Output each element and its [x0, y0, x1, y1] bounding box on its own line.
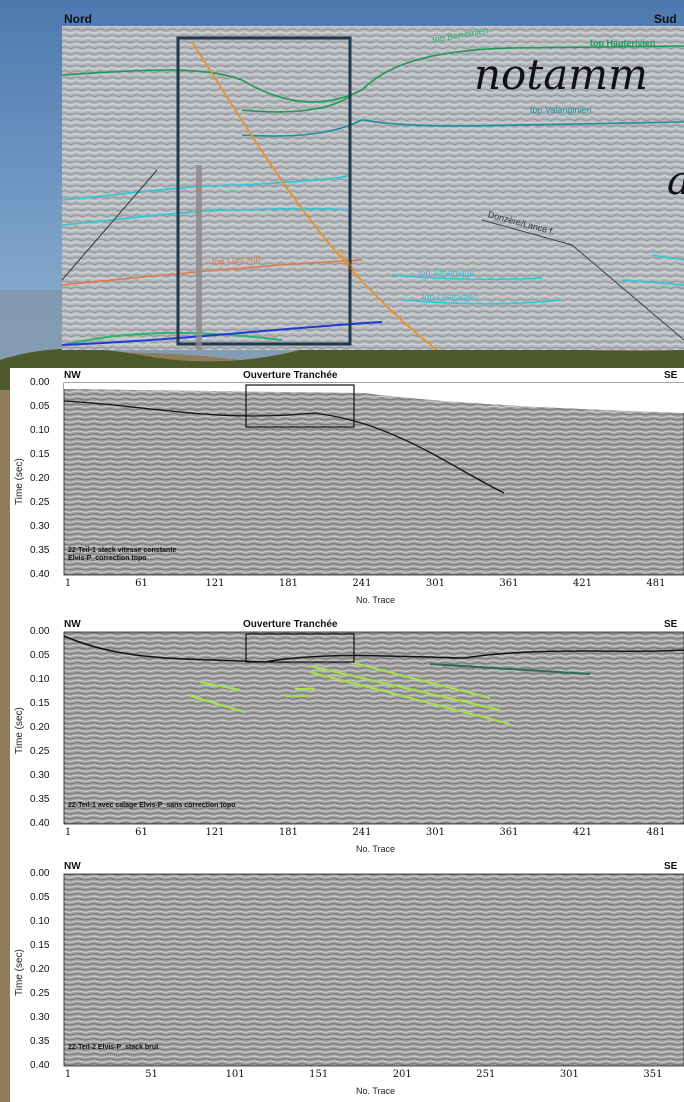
x-tick-label: 361: [499, 827, 519, 838]
x-tick-label: 1: [64, 578, 72, 589]
x-tick-label: 121: [205, 578, 225, 589]
x-tick-label: 481: [646, 578, 666, 589]
panel-caption: 22-Teil-1 avec calage Elvis-P_sans corre…: [68, 802, 236, 809]
y-tick-label: 0.10: [30, 916, 50, 927]
x-tick-label: 351: [643, 1069, 663, 1080]
overlay-text-1: notamm: [474, 50, 648, 99]
y-tick-label: 0.25: [30, 746, 50, 757]
x-tick-label: 201: [392, 1069, 412, 1080]
y-tick-label: 0.35: [30, 545, 50, 556]
trench-box: [245, 633, 355, 663]
x-tick-label: 1: [64, 827, 72, 838]
y-tick-label: 0.25: [30, 988, 50, 999]
panel-left-label: NW: [64, 370, 81, 381]
y-tick-label: 0.25: [30, 497, 50, 508]
overlay-text-2: a: [667, 158, 684, 204]
top-left-label: Nord: [64, 12, 92, 26]
panel-caption: 22-Teil-1 stack vitesse constante Elvis-…: [68, 547, 177, 562]
horizon-label-hauterivien: top Hauterivien: [590, 38, 656, 48]
x-tick-label: 421: [572, 827, 592, 838]
y-tick-label: 0.30: [30, 770, 50, 781]
panel-right-label: SE: [664, 861, 678, 872]
y-tick-label: 0.05: [30, 650, 50, 661]
y-tick-label: 0.05: [30, 892, 50, 903]
y-tick-label: 0.20: [30, 473, 50, 484]
x-tick-label: 61: [135, 827, 148, 838]
y-axis-title: Time (sec): [14, 949, 25, 996]
y-tick-label: 0.15: [30, 940, 50, 951]
y-tick-label: 0.40: [30, 1060, 50, 1071]
x-axis-title: No. Trace: [356, 1086, 396, 1096]
y-tick-label: 0.15: [30, 449, 50, 460]
seismic-plot-3: [63, 873, 684, 1067]
horizon-label-tithonique: top Tithonique: [418, 268, 475, 278]
trench-label: Ouverture Tranchée: [243, 370, 338, 381]
seismic-panel-2: NW SE Ouverture Tranchée 0.00 0.05 0.10 0.15 0.…: [10, 612, 684, 868]
y-axis-title: Time (sec): [14, 458, 25, 505]
y-axis-title: Time (sec): [14, 707, 25, 754]
y-tick-label: 0.00: [30, 377, 50, 388]
y-tick-label: 0.00: [30, 626, 50, 637]
x-tick-label: 481: [646, 827, 666, 838]
x-tick-label: 1: [64, 1069, 72, 1080]
y-tick-label: 0.05: [30, 401, 50, 412]
y-tick-label: 0.20: [30, 964, 50, 975]
panel-left-label: NW: [64, 861, 81, 872]
x-tick-label: 301: [425, 578, 446, 589]
x-tick-label: 301: [559, 1069, 579, 1080]
top-seismic-image: [61, 26, 684, 351]
panel-right-label: SE: [664, 619, 678, 630]
y-tick-label: 0.35: [30, 794, 50, 805]
top-seismic-section: Nord Sud notamm a top Barrémien top Haut…: [61, 10, 684, 351]
seismic-plot-1: [63, 382, 684, 576]
trench-box: [245, 384, 355, 428]
top-right-label: Sud: [654, 12, 677, 26]
x-tick-label: 181: [278, 827, 299, 838]
x-tick-label: 61: [135, 578, 148, 589]
x-tick-label: 181: [278, 578, 299, 589]
x-tick-label: 361: [499, 578, 519, 589]
seismic-panel-3: NW SE 0.00 0.05 0.10 0.15 0.20 0.25 0.30 0.35 0.40…: [10, 858, 684, 1102]
x-tick-label: 51: [145, 1069, 158, 1080]
y-tick-label: 0.30: [30, 521, 50, 532]
trench-label: Ouverture Tranchée: [243, 619, 338, 630]
horizon-label-valanginien: top Valanginien: [530, 105, 592, 115]
y-tick-label: 0.10: [30, 674, 50, 685]
x-tick-label: 151: [309, 1069, 329, 1080]
x-tick-label: 101: [225, 1069, 245, 1080]
panel-caption: 22-Teil-2 Elvis-P_stack brut: [68, 1044, 159, 1051]
x-tick-label: 421: [572, 578, 592, 589]
x-tick-label: 121: [205, 827, 225, 838]
x-tick-label: 241: [352, 578, 372, 589]
seismic-panel-1: NW SE Ouverture Tranchée 0.00 0.05 0.10 0.15 0.…: [10, 368, 684, 620]
x-axis-title: No. Trace: [356, 844, 396, 854]
y-tick-label: 0.10: [30, 425, 50, 436]
x-tick-label: 301: [425, 827, 446, 838]
y-tick-label: 0.30: [30, 1012, 50, 1023]
x-tick-label: 241: [352, 827, 372, 838]
seismic-plot-2: [63, 631, 684, 825]
y-tick-label: 0.35: [30, 1036, 50, 1047]
panel-right-label: SE: [664, 370, 678, 381]
x-axis-title: No. Trace: [356, 595, 396, 605]
y-tick-label: 0.20: [30, 722, 50, 733]
panel-left-label: NW: [64, 619, 81, 630]
y-tick-label: 0.40: [30, 569, 50, 580]
horizon-label-lusitanien: top Lusitanien: [422, 292, 479, 302]
y-tick-label: 0.40: [30, 818, 50, 829]
y-tick-label: 0.15: [30, 698, 50, 709]
y-tick-label: 0.00: [30, 868, 50, 879]
x-tick-label: 251: [476, 1069, 496, 1080]
